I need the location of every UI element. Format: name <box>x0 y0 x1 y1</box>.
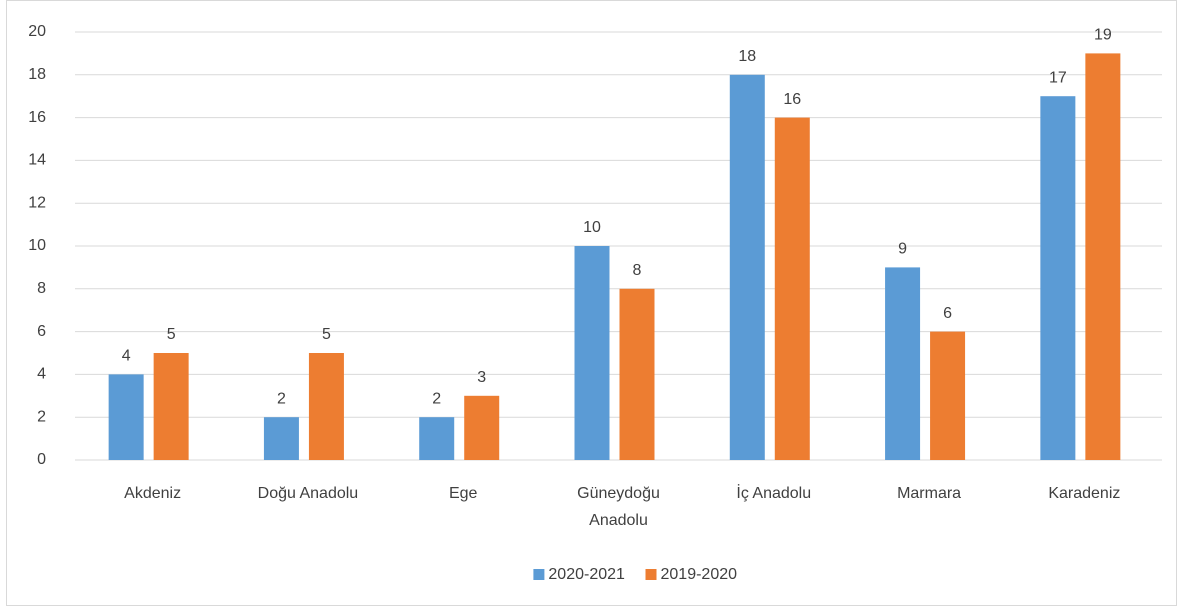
bar <box>263 417 299 460</box>
y-tick-label: 6 <box>37 323 46 340</box>
y-tick-label: 14 <box>28 152 46 169</box>
y-tick-label: 4 <box>37 366 46 383</box>
bar <box>574 246 610 460</box>
legend-label: 2019-2020 <box>661 566 738 583</box>
bar <box>153 353 189 460</box>
x-tick-label: Karadeniz <box>1048 485 1120 502</box>
data-label: 6 <box>943 305 952 322</box>
data-label: 2 <box>277 390 286 407</box>
data-label: 9 <box>898 241 907 258</box>
x-tick-label: Marmara <box>897 485 961 502</box>
data-label: 16 <box>783 91 801 108</box>
data-label: 2 <box>432 390 441 407</box>
x-tick-label: Ege <box>449 485 478 502</box>
data-label: 10 <box>583 219 601 236</box>
bar <box>619 288 655 460</box>
y-tick-label: 20 <box>28 23 46 40</box>
bar <box>419 417 455 460</box>
data-label: 4 <box>122 348 131 365</box>
bar <box>930 331 966 460</box>
bar <box>1040 96 1076 460</box>
x-tick-label: Akdeniz <box>124 485 181 502</box>
bar <box>885 267 921 460</box>
legend-swatch <box>645 569 657 580</box>
data-label: 17 <box>1049 69 1067 86</box>
legend-swatch <box>533 569 545 580</box>
bar <box>774 117 810 460</box>
y-tick-label: 16 <box>28 109 46 126</box>
legend-label: 2020-2021 <box>548 566 625 583</box>
data-label: 5 <box>167 326 176 343</box>
data-label: 19 <box>1094 27 1112 44</box>
bar <box>464 395 500 460</box>
y-tick-label: 2 <box>37 408 46 425</box>
data-label: 3 <box>477 369 486 386</box>
y-tick-label: 12 <box>28 194 46 211</box>
x-tick-label: Güneydoğu Anadolu <box>577 485 660 529</box>
data-label: 8 <box>633 262 642 279</box>
bar <box>308 353 344 460</box>
y-tick-label: 18 <box>28 66 46 83</box>
y-tick-label: 10 <box>28 237 46 254</box>
data-label: 5 <box>322 326 331 343</box>
bar <box>729 74 765 461</box>
data-label: 18 <box>738 48 756 65</box>
x-tick-label: Doğu Anadolu <box>258 485 359 502</box>
bar <box>1085 53 1121 461</box>
bar <box>108 374 144 460</box>
x-tick-label: İç Anadolu <box>736 483 811 502</box>
y-tick-label: 0 <box>37 451 46 468</box>
y-tick-label: 8 <box>37 280 46 297</box>
